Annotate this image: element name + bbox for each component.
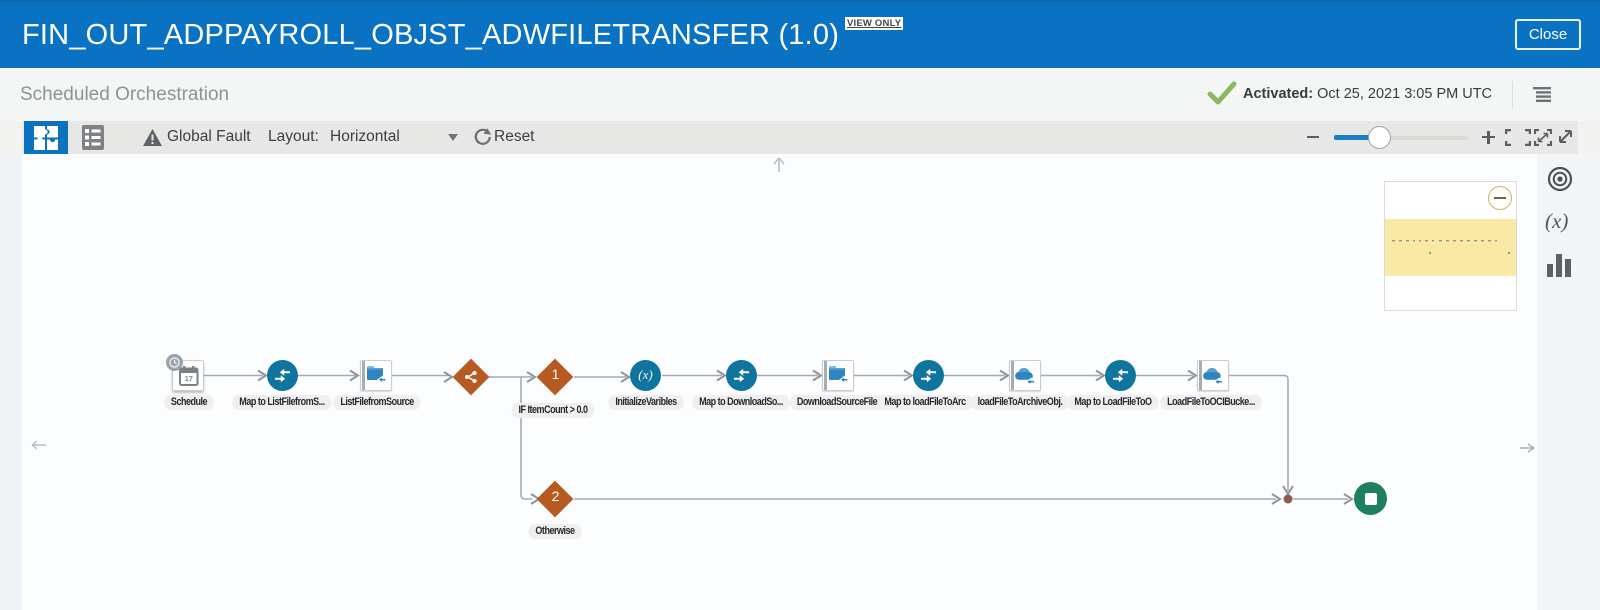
svg-text:17: 17 [185, 374, 193, 383]
